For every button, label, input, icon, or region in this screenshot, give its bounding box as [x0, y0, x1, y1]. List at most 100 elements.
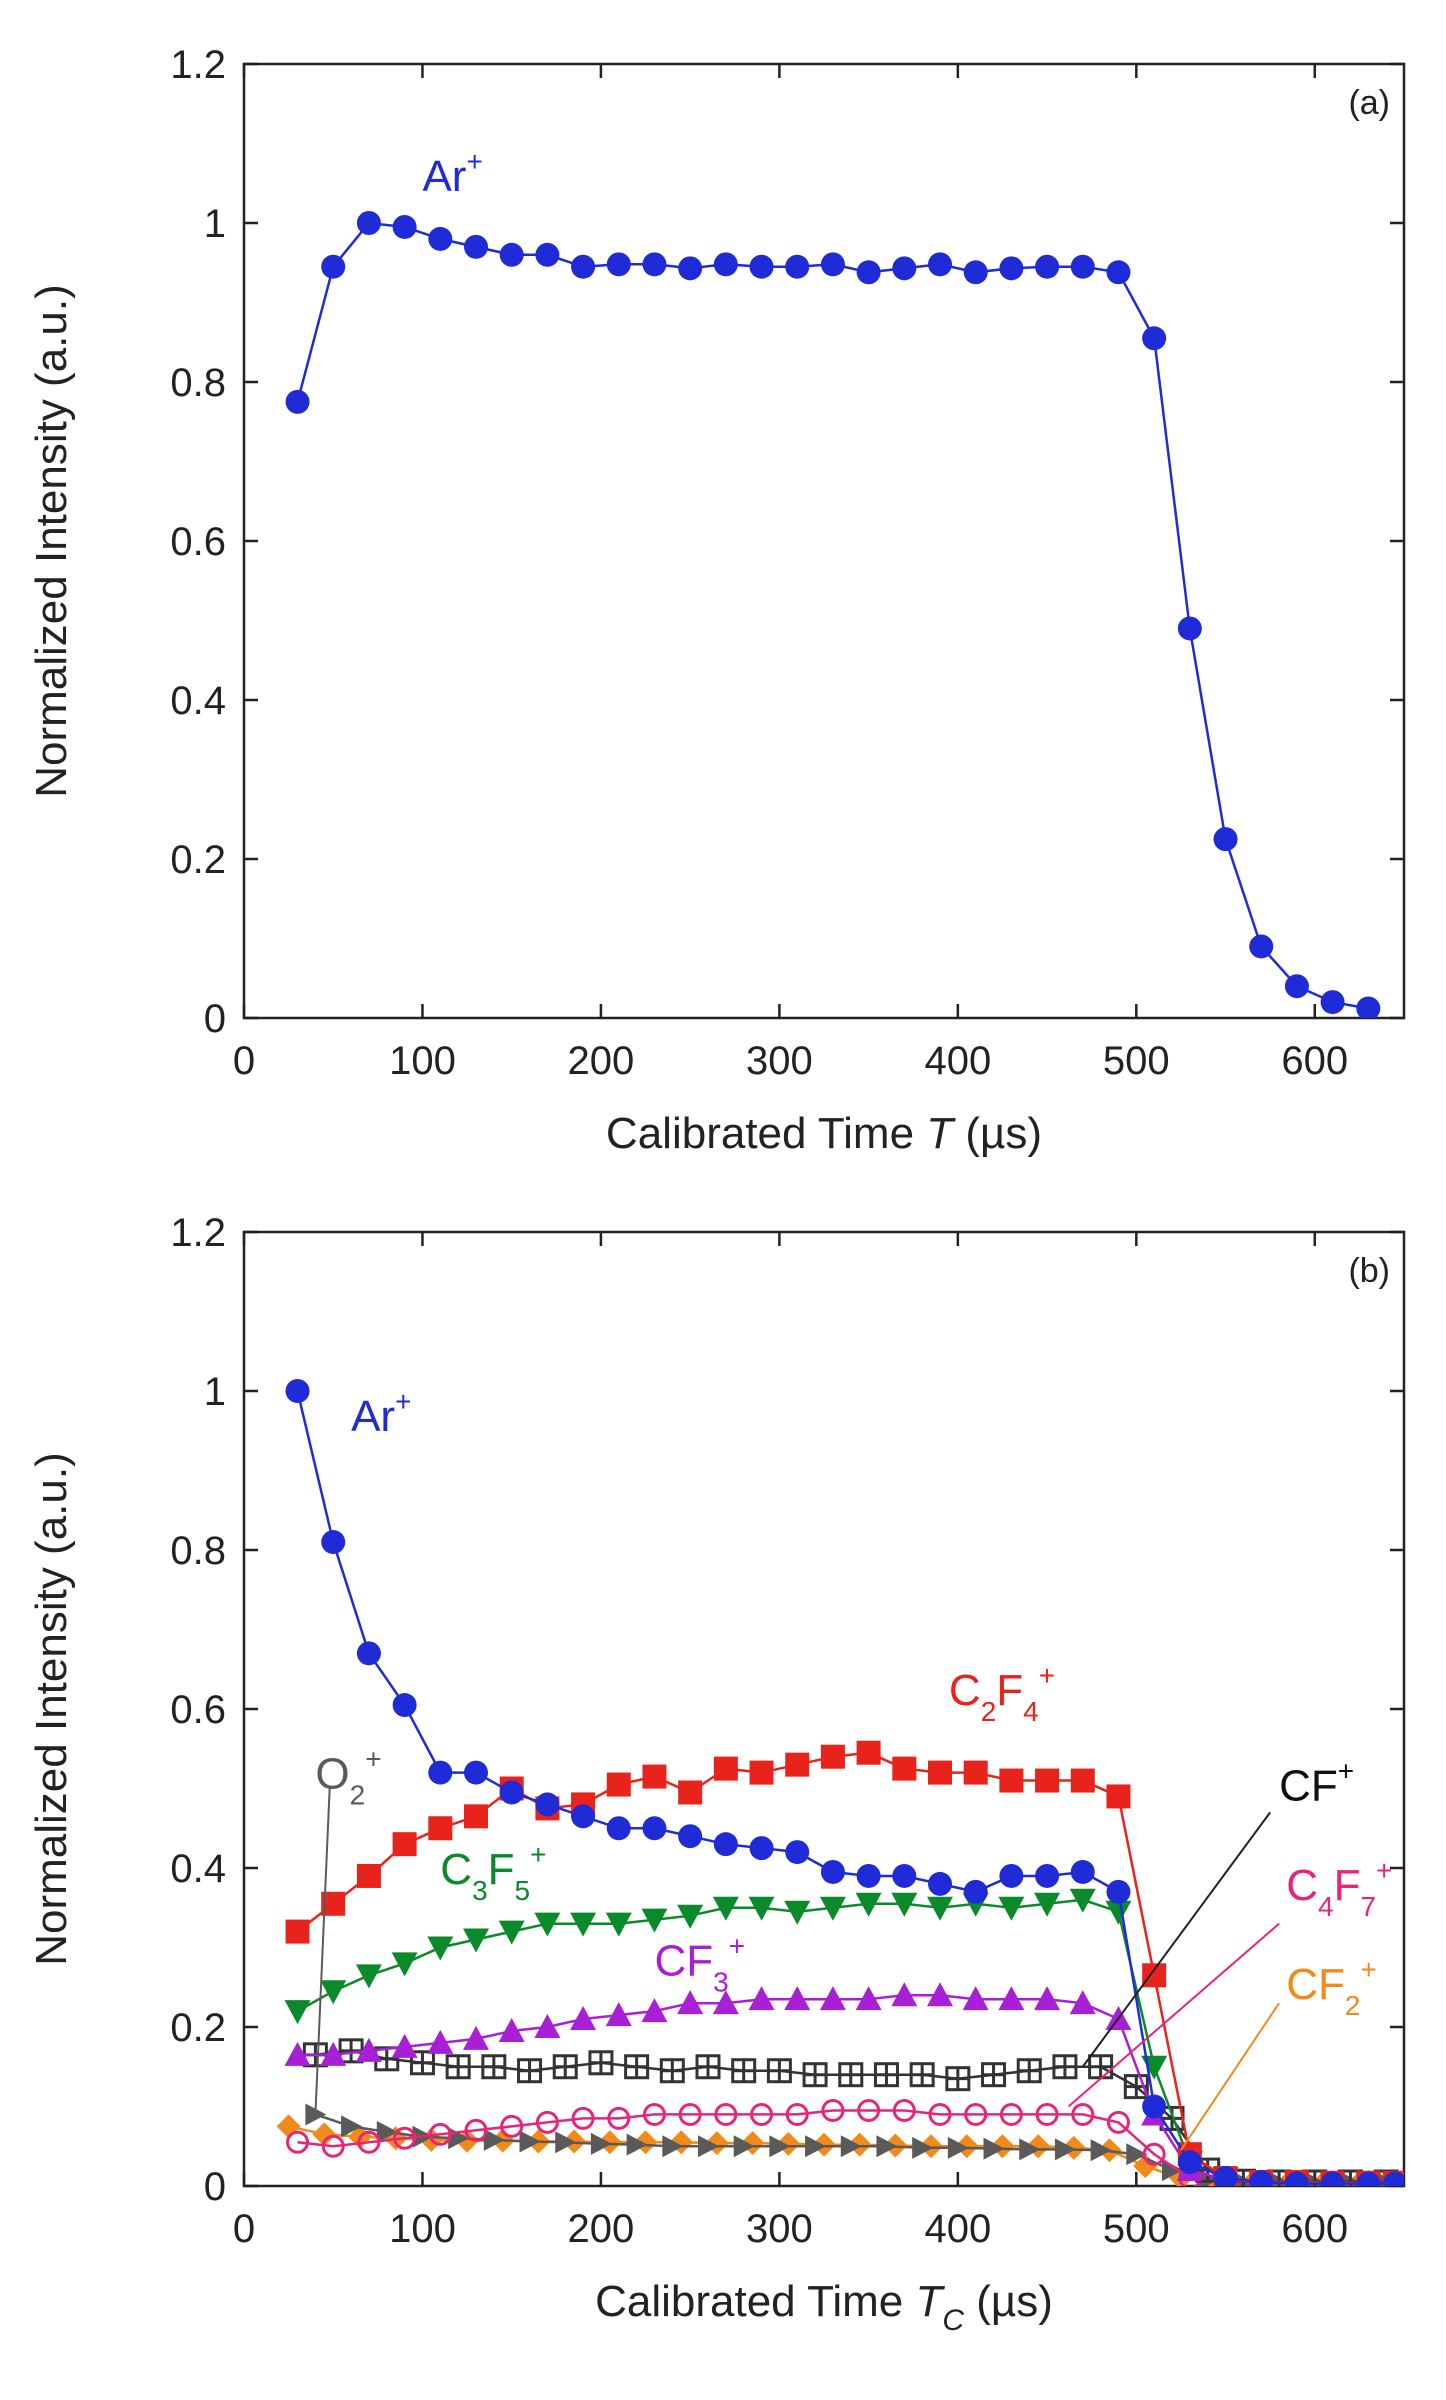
data-point [964, 2102, 988, 2126]
data-point [606, 1772, 631, 1797]
x-axis-title-text: Calibrated Time [595, 2277, 915, 2326]
x-tick-label: 600 [1281, 2207, 1348, 2251]
panel-a-chart: 0 100 200 300 400 500 600 0 0.2 0.4 0.6 0.8 1 1.2 Cali… [27, 43, 1406, 1158]
data-point [1034, 1892, 1061, 1917]
series-label-base: Ar [351, 1392, 395, 1441]
data-point [285, 1379, 310, 1403]
data-point [928, 1760, 952, 1785]
data-point [678, 1824, 703, 1849]
data-point [1142, 2142, 1166, 2166]
data-point [678, 256, 703, 281]
data-point [999, 1768, 1024, 1793]
data-point [392, 1832, 417, 1857]
data-point [999, 1863, 1024, 1888]
data-point [1052, 2054, 1078, 2080]
data-point [1249, 934, 1274, 959]
data-point [1177, 616, 1202, 641]
data-point [284, 2041, 311, 2066]
data-point [981, 2062, 1007, 2088]
data-point [927, 1896, 953, 1921]
data-point [320, 1980, 347, 2005]
data-point [428, 1760, 453, 1785]
data-point [678, 2102, 702, 2126]
panel-label: (b) [1348, 1252, 1390, 1290]
data-point [748, 1986, 775, 2011]
data-point [1035, 1863, 1060, 1888]
data-point [749, 1836, 774, 1861]
data-point [1177, 2150, 1202, 2175]
data-point [428, 2122, 452, 2146]
data-point [641, 1998, 668, 2023]
data-point [891, 1892, 918, 1917]
data-point [928, 1871, 952, 1896]
series-label-base: CF [1286, 1960, 1345, 2009]
data-point [1142, 2094, 1167, 2119]
series-label-sub: 4 [1318, 1891, 1334, 1922]
data-point [1016, 2058, 1042, 2084]
data-point [499, 242, 524, 267]
data-point [464, 234, 488, 259]
x-tick-label: 300 [746, 2207, 813, 2251]
data-point [713, 1756, 738, 1781]
plot-frame [242, 1230, 1406, 2188]
series-c2f4plus [285, 1740, 1404, 2186]
data-point [954, 2134, 979, 2159]
data-point [928, 2102, 952, 2126]
data-point [1088, 2054, 1114, 2080]
series-label-base: C [440, 1845, 472, 1894]
data-point [605, 2002, 632, 2027]
leader-line [1081, 1811, 1271, 2068]
data-point [606, 252, 631, 277]
data-point [695, 2054, 721, 2080]
data-point [570, 2006, 597, 2031]
data-point [963, 260, 988, 285]
data-point [749, 254, 774, 279]
data-point [847, 2132, 872, 2157]
data-point [1284, 974, 1309, 999]
data-point [785, 1840, 810, 1865]
x-axis-title-var: T [926, 1109, 956, 1158]
data-point [927, 1982, 953, 2007]
series-label-base: CF [1279, 1761, 1338, 1810]
data-point [892, 2098, 916, 2122]
data-point [1090, 2139, 1112, 2162]
data-point [856, 260, 881, 285]
panel-b-chart: 0 100 200 300 400 500 600 0 0.2 0.4 0.6 0.8 1 1.2 Cali… [27, 1211, 1406, 2337]
data-point [662, 2135, 684, 2158]
series-label-sub2: 7 [1360, 1891, 1376, 1922]
data-point [642, 1816, 667, 1841]
data-point [356, 211, 381, 235]
data-point [766, 2058, 792, 2084]
data-point [1126, 2143, 1148, 2166]
series-label-sub2: 5 [515, 1875, 531, 1906]
series-label: C3F5 + [440, 1839, 546, 1906]
plot-frame [242, 62, 1406, 1020]
y-tick-label: 0.8 [170, 1529, 226, 1573]
data-point [321, 2134, 345, 2158]
data-point [571, 254, 596, 279]
data-point [552, 2054, 578, 2080]
series-label-base2: F [996, 1666, 1023, 1715]
x-tick-label: 0 [233, 1039, 255, 1083]
series-label: Ar+ [351, 1386, 411, 1441]
series-label-sub: 2 [350, 1780, 366, 1811]
series-label: Ar+ [422, 146, 482, 201]
x-tick-label: 600 [1281, 1039, 1348, 1083]
y-tick-label: 0.6 [170, 1688, 226, 1732]
series-label: C2F4+ [949, 1660, 1055, 1727]
data-point [892, 1863, 917, 1888]
x-axis-title: Calibrated Time T (µs) [606, 1109, 1042, 1158]
data-point [642, 252, 667, 277]
data-point [999, 2102, 1023, 2126]
data-point [873, 2062, 899, 2088]
data-point [642, 1764, 667, 1789]
data-point [999, 256, 1024, 281]
data-point [1320, 2171, 1345, 2186]
data-point [733, 2135, 755, 2158]
data-point [1142, 1963, 1167, 1988]
data-point [1106, 1879, 1131, 1904]
x-axis-title-var: T [915, 2277, 945, 2326]
x-tick-label: 400 [924, 1039, 991, 1083]
data-point [678, 1780, 703, 1805]
